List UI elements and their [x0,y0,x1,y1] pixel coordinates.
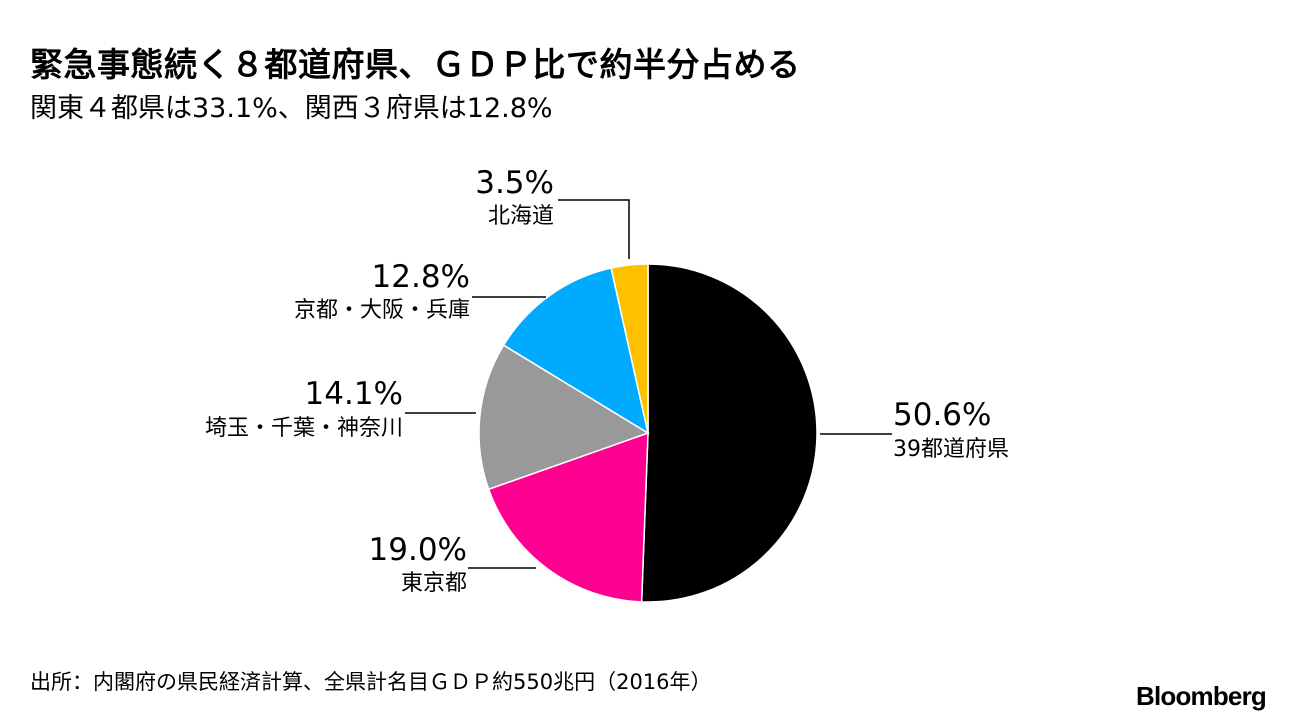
source-note: 出所：内閣府の県民経済計算、全県計名目ＧＤＰ約550兆円（2016年） [30,670,712,694]
pie-slices [478,263,818,603]
chart-title: 緊急事態続く８都道府県、ＧＤＰ比で約半分占める [30,45,801,84]
pie-slice [640,263,818,603]
slice-value-label: 50.6% [893,397,991,433]
slice-category-label: 北海道 [488,204,554,229]
bloomberg-logo: Bloomberg [1135,681,1267,711]
pie-slice [502,267,650,435]
slice-value-label: 12.8% [372,259,470,295]
slice-value-label: 14.1% [305,376,403,412]
chart-subtitle: 関東４都県は33.1%、関西３府県は12.8% [30,93,553,124]
slice-category-label: 京都・大阪・兵庫 [294,298,470,323]
leader-lines [405,199,892,569]
slice-category-label: 埼玉・千葉・神奈川 [205,416,403,441]
slice-value-label: 19.0% [369,532,467,568]
slice-value-label: 3.5% [475,165,554,201]
pie-slice [478,344,650,491]
pie-slice [610,263,649,434]
slice-category-label: 東京都 [401,571,467,596]
slice-category-label: 39都道府県 [893,437,1009,462]
leader-line [558,199,630,259]
slice-labels: 50.6% 39都道府県 19.0% 東京都 14.1% 埼玉・千葉・神奈川 12.8% 京都… [205,165,1009,596]
